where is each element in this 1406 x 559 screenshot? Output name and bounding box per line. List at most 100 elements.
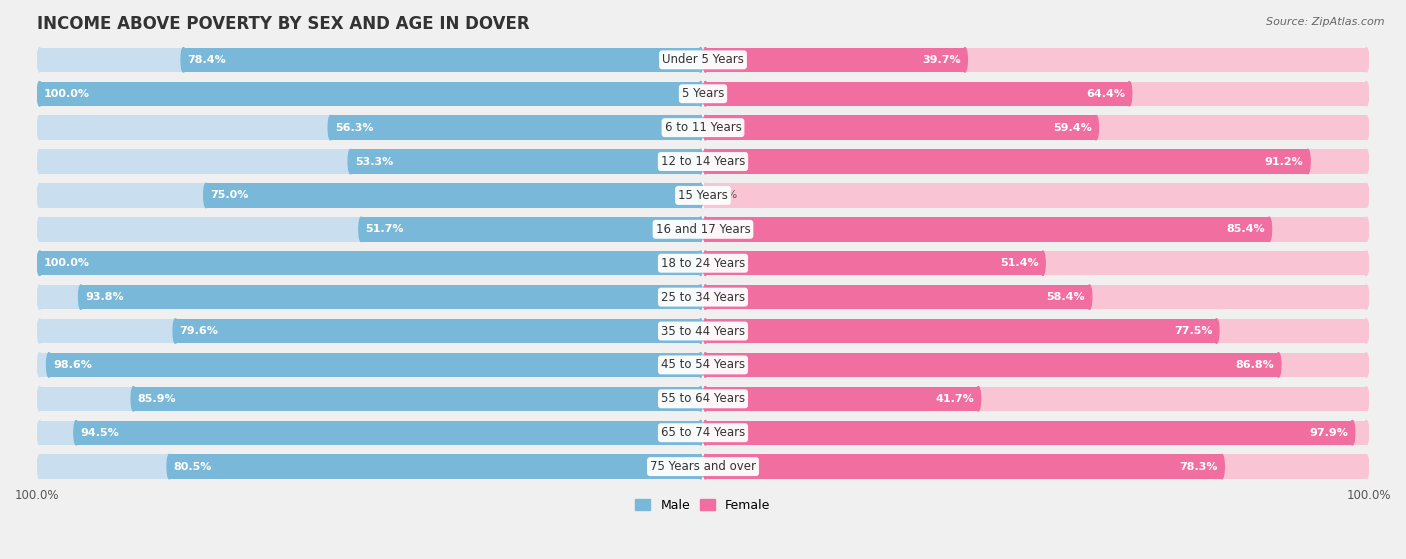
Bar [207,183,700,207]
Circle shape [699,454,703,479]
Circle shape [1364,251,1369,276]
Circle shape [703,48,707,72]
Circle shape [1364,183,1369,207]
Bar [39,251,1367,276]
Circle shape [699,319,703,343]
Circle shape [703,82,707,106]
Text: 25 to 34 Years: 25 to 34 Years [661,291,745,304]
Text: 75 Years and over: 75 Years and over [650,460,756,473]
Bar [706,48,965,72]
Bar [170,454,700,479]
Circle shape [703,319,707,343]
Text: 53.3%: 53.3% [354,157,394,167]
Bar [39,149,1367,174]
Circle shape [75,420,79,445]
Text: 94.5%: 94.5% [80,428,120,438]
Circle shape [37,353,42,377]
Text: 85.9%: 85.9% [138,394,176,404]
Circle shape [703,251,707,276]
Circle shape [1364,217,1369,241]
Bar [706,319,1216,343]
Text: 51.7%: 51.7% [366,224,404,234]
Bar [706,149,1367,174]
Text: 5 Years: 5 Years [682,87,724,100]
Circle shape [703,420,707,445]
Circle shape [703,217,707,241]
Bar [183,48,700,72]
Circle shape [1087,285,1092,309]
Circle shape [699,353,703,377]
Circle shape [1364,183,1369,207]
Text: 55 to 64 Years: 55 to 64 Years [661,392,745,405]
Circle shape [37,82,42,106]
Circle shape [699,251,703,276]
Bar [76,420,700,445]
Bar [39,454,1367,479]
Text: 15 Years: 15 Years [678,189,728,202]
Circle shape [1364,319,1369,343]
Circle shape [1128,82,1132,106]
Circle shape [37,48,42,72]
Circle shape [703,285,707,309]
Circle shape [699,183,703,207]
Bar [706,387,1367,411]
Circle shape [699,149,703,174]
Circle shape [703,353,707,377]
Circle shape [703,115,707,140]
Circle shape [37,387,42,411]
Circle shape [1267,217,1271,241]
Circle shape [37,149,42,174]
Text: 35 to 44 Years: 35 to 44 Years [661,325,745,338]
Bar [82,285,700,309]
Text: 18 to 24 Years: 18 to 24 Years [661,257,745,270]
Bar [39,217,1367,241]
Bar [706,353,1278,377]
Bar [361,217,700,241]
Bar [706,353,1367,377]
Bar [706,48,1367,72]
Circle shape [699,217,703,241]
Circle shape [37,82,42,106]
Text: 6 to 11 Years: 6 to 11 Years [665,121,741,134]
Text: 97.9%: 97.9% [1309,428,1348,438]
Circle shape [1364,115,1369,140]
Circle shape [1215,319,1219,343]
Bar [39,319,700,343]
Circle shape [328,115,333,140]
Bar [39,149,700,174]
Circle shape [699,82,703,106]
Circle shape [703,420,707,445]
Circle shape [37,115,42,140]
Circle shape [37,420,42,445]
Circle shape [703,217,707,241]
Circle shape [167,454,172,479]
Circle shape [37,251,42,276]
Bar [39,183,700,207]
Bar [706,251,1367,276]
Circle shape [699,183,703,207]
Bar [706,82,1367,106]
Circle shape [37,454,42,479]
Bar [134,387,700,411]
Circle shape [37,251,42,276]
Circle shape [1350,420,1355,445]
Circle shape [699,387,703,411]
Circle shape [1094,115,1098,140]
Circle shape [1364,82,1369,106]
Legend: Male, Female: Male, Female [630,494,776,517]
Circle shape [1364,387,1369,411]
Circle shape [963,48,967,72]
Bar [39,115,700,140]
Text: 85.4%: 85.4% [1226,224,1265,234]
Circle shape [699,48,703,72]
Text: 79.6%: 79.6% [180,326,218,336]
Text: 39.7%: 39.7% [922,55,960,65]
Text: 45 to 54 Years: 45 to 54 Years [661,358,745,371]
Bar [39,420,700,445]
Bar [706,285,1367,309]
Circle shape [699,251,703,276]
Bar [39,454,700,479]
Text: 65 to 74 Years: 65 to 74 Years [661,426,745,439]
Bar [706,217,1270,241]
Circle shape [37,115,42,140]
